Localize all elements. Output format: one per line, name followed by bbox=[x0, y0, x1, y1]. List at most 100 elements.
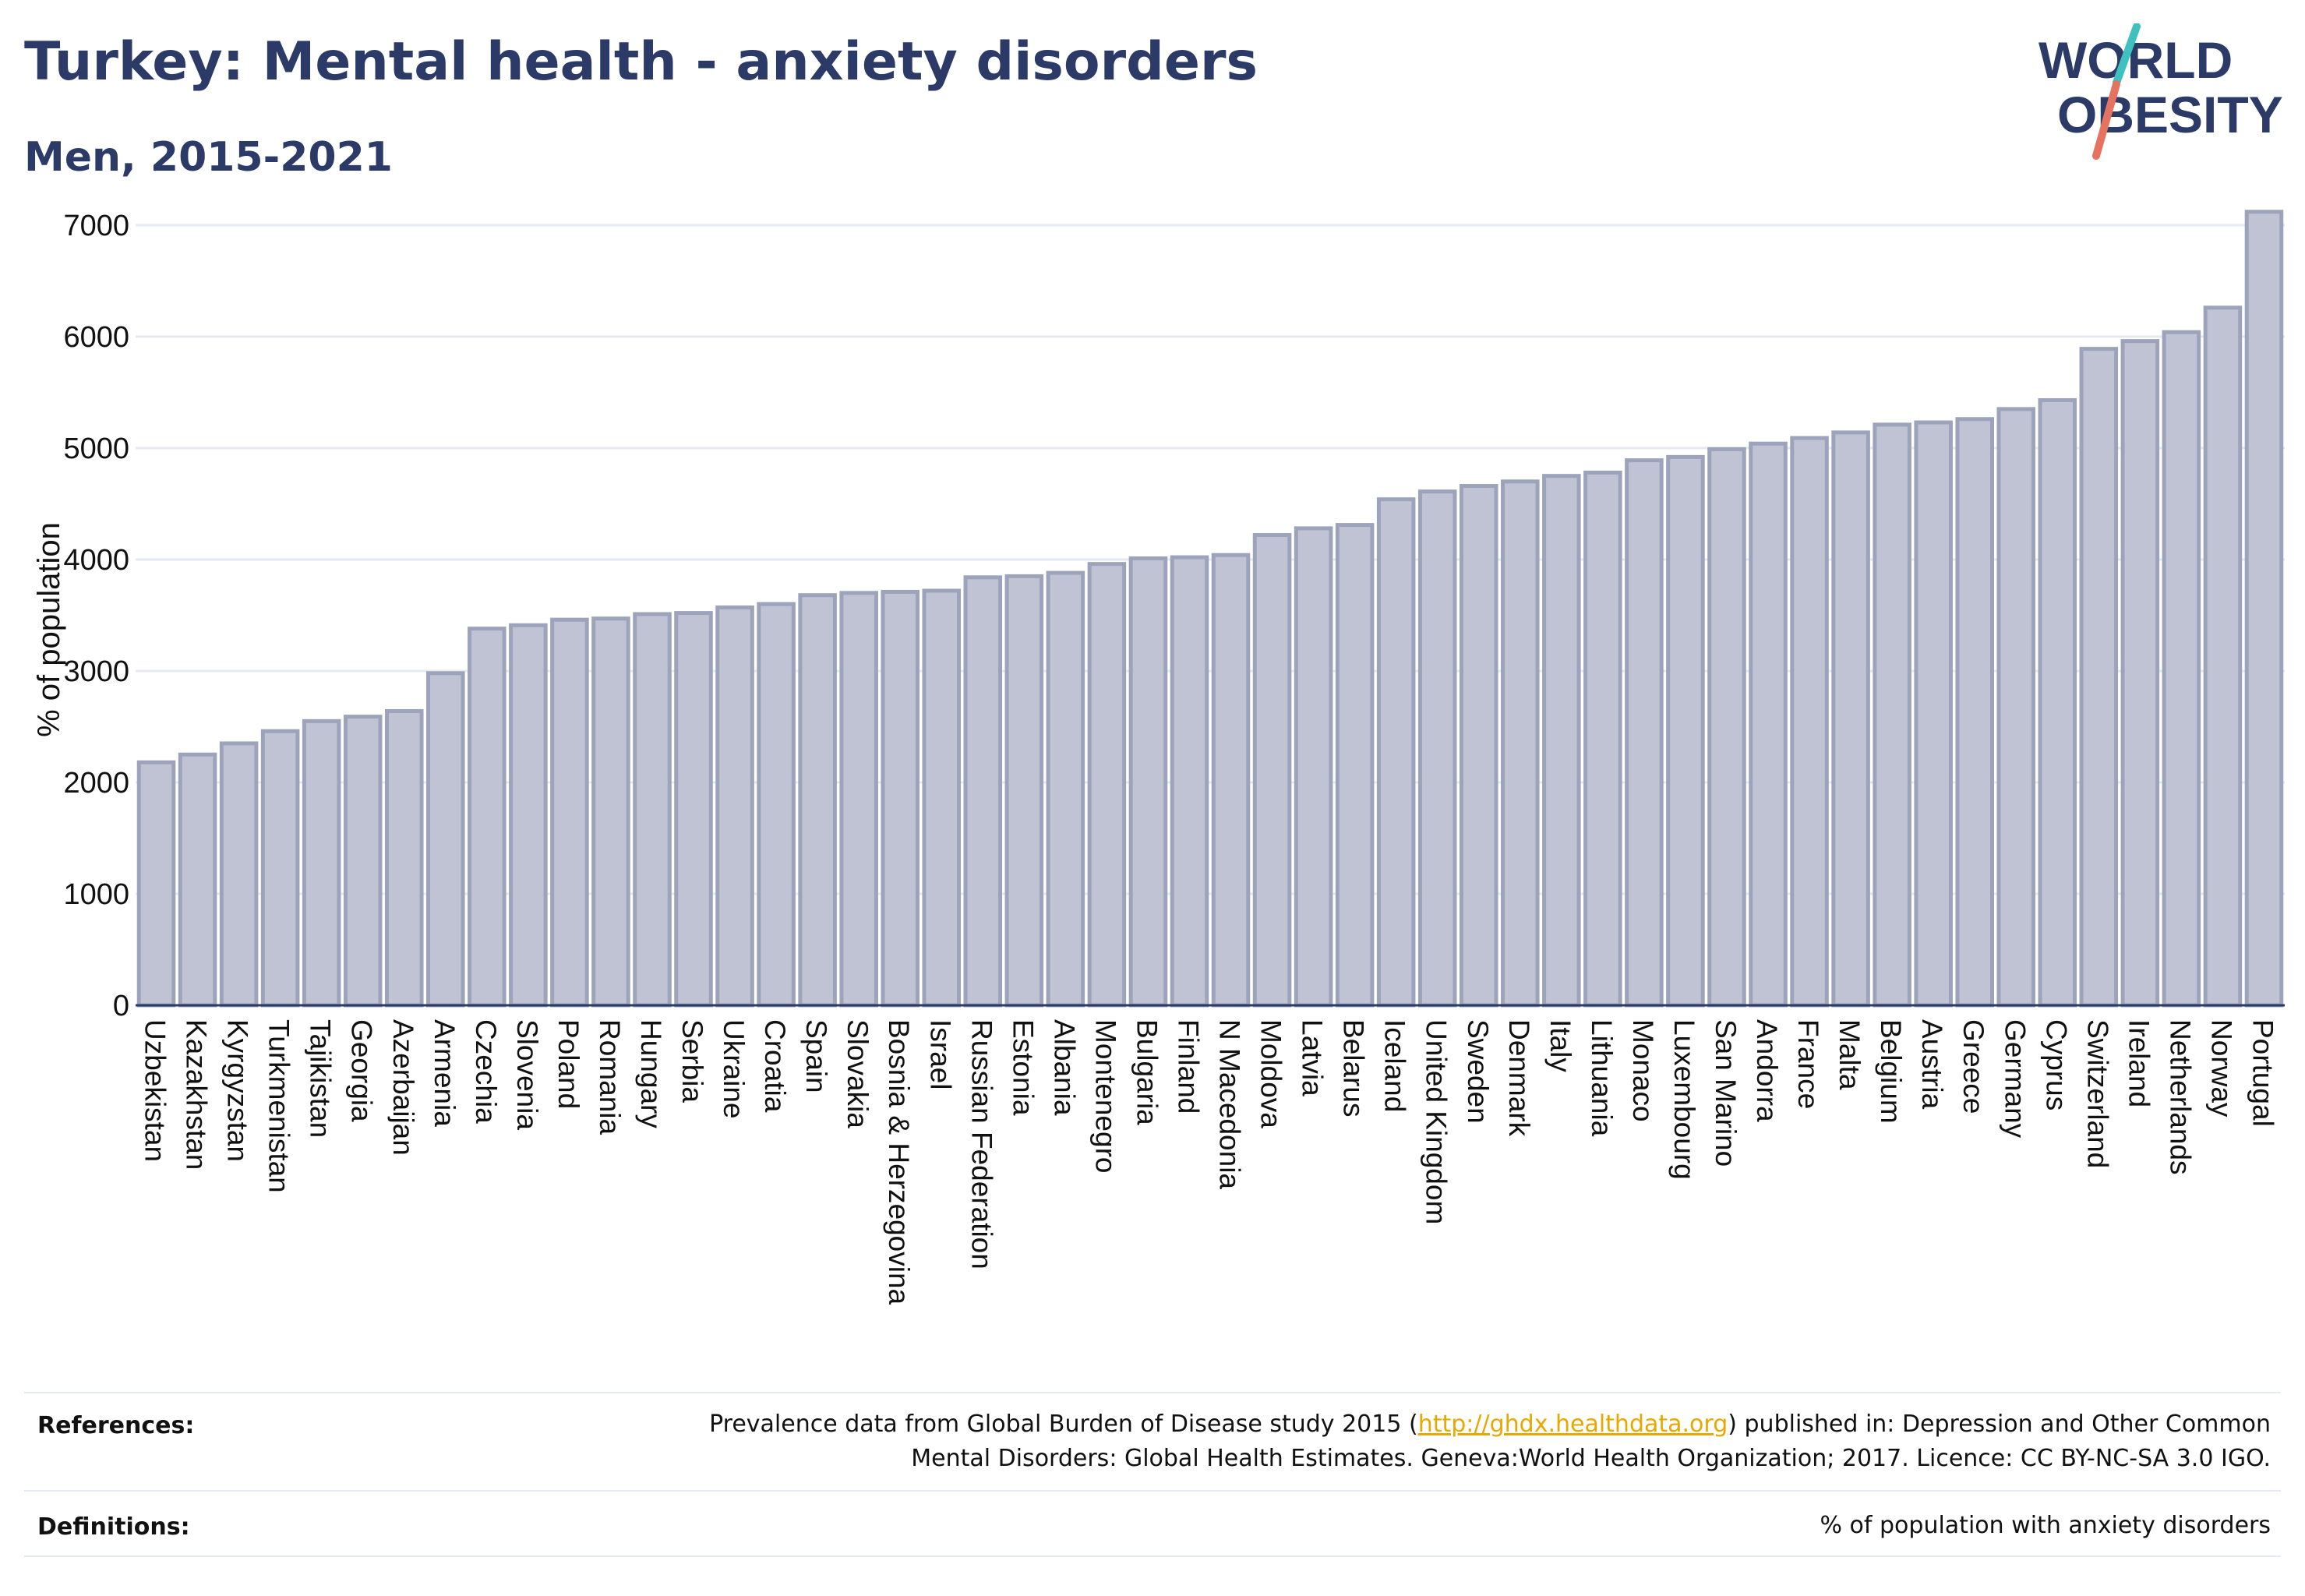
bar-kazakhstan[interactable] bbox=[178, 752, 217, 1008]
bar-spain[interactable] bbox=[798, 593, 837, 1008]
bar-bosnia-herzegovina[interactable] bbox=[881, 589, 920, 1008]
definitions-text: % of population with anxiety disorders bbox=[1820, 1512, 2271, 1539]
x-tick-label: United Kingdom bbox=[1421, 1019, 1453, 1224]
x-tick-label: Italy bbox=[1544, 1019, 1576, 1072]
logo-slash-teal bbox=[2113, 23, 2141, 87]
bar-romania[interactable] bbox=[591, 616, 630, 1008]
x-tick-label: Andorra bbox=[1751, 1019, 1783, 1122]
bar-malta[interactable] bbox=[1831, 430, 1870, 1008]
y-tick-label: 1000 bbox=[63, 878, 129, 911]
bar-united-kingdom[interactable] bbox=[1417, 489, 1457, 1008]
x-tick-label: Poland bbox=[552, 1019, 584, 1109]
bar-portugal[interactable] bbox=[2244, 210, 2284, 1008]
bar-georgia[interactable] bbox=[343, 715, 383, 1008]
x-tick-label: Montenegro bbox=[1089, 1019, 1121, 1173]
bar-ukraine[interactable] bbox=[715, 605, 754, 1008]
footer-divider-top bbox=[24, 1392, 2281, 1393]
bar-bulgaria[interactable] bbox=[1128, 556, 1168, 1008]
bar-estonia[interactable] bbox=[1004, 574, 1044, 1008]
bar-iceland[interactable] bbox=[1376, 497, 1416, 1008]
bar-italy[interactable] bbox=[1542, 474, 1581, 1008]
bars bbox=[136, 210, 2284, 1008]
bar-belarus[interactable] bbox=[1335, 523, 1375, 1008]
x-tick-label: Spain bbox=[800, 1019, 832, 1093]
y-tick-label: 0 bbox=[113, 990, 129, 1022]
bar-luxembourg[interactable] bbox=[1666, 454, 1705, 1008]
bar-serbia[interactable] bbox=[674, 611, 713, 1008]
x-axis-labels: Uzbekistan Kazakhstan Kyrgyzstan Turkmenist… bbox=[139, 1019, 2279, 1305]
bar-tajikistan[interactable] bbox=[302, 719, 341, 1008]
bar-ireland[interactable] bbox=[2120, 339, 2160, 1008]
bar-slovenia[interactable] bbox=[509, 623, 548, 1008]
bar-san-marino[interactable] bbox=[1707, 447, 1746, 1008]
x-tick-label: Monaco bbox=[1627, 1019, 1659, 1122]
x-tick-label: Norway bbox=[2205, 1019, 2237, 1118]
bar-croatia[interactable] bbox=[757, 602, 796, 1008]
footer-divider-bottom bbox=[24, 1555, 2281, 1557]
y-tick-label: 3000 bbox=[63, 655, 129, 688]
x-tick-label: Armenia bbox=[429, 1019, 461, 1127]
bar-greece[interactable] bbox=[1955, 417, 1994, 1008]
bar-armenia[interactable] bbox=[426, 671, 465, 1008]
x-tick-label: Switzerland bbox=[2081, 1019, 2113, 1168]
chart-subtitle: Men, 2015-2021 bbox=[24, 134, 393, 181]
x-tick-label: Czechia bbox=[470, 1019, 502, 1124]
bar-austria[interactable] bbox=[1914, 420, 1953, 1008]
bar-czechia[interactable] bbox=[468, 627, 507, 1008]
bar-slovakia[interactable] bbox=[839, 591, 878, 1008]
bar-azerbaijan[interactable] bbox=[384, 708, 424, 1008]
bar-switzerland[interactable] bbox=[2079, 347, 2119, 1008]
bar-turkmenistan[interactable] bbox=[260, 729, 300, 1008]
x-tick-label: Belarus bbox=[1338, 1019, 1370, 1117]
bar-moldova[interactable] bbox=[1252, 532, 1292, 1008]
bar-poland[interactable] bbox=[550, 617, 589, 1008]
x-tick-label: Moldova bbox=[1255, 1019, 1287, 1128]
bar-israel[interactable] bbox=[922, 588, 962, 1008]
x-tick-label: Denmark bbox=[1503, 1019, 1535, 1137]
bar-belgium[interactable] bbox=[1873, 422, 1911, 1008]
references-text-line2: Mental Disorders: Global Health Estimate… bbox=[911, 1445, 2271, 1472]
y-tick-label: 5000 bbox=[63, 433, 129, 465]
y-axis-label: % of population bbox=[32, 522, 66, 737]
x-tick-label: Latvia bbox=[1297, 1019, 1329, 1096]
x-tick-label: France bbox=[1792, 1019, 1824, 1109]
bar-kyrgyzstan[interactable] bbox=[219, 741, 259, 1008]
x-tick-label: Georgia bbox=[346, 1019, 378, 1122]
bar-lithuania[interactable] bbox=[1583, 470, 1622, 1008]
bar-n-macedonia[interactable] bbox=[1211, 553, 1251, 1008]
x-tick-label: Netherlands bbox=[2164, 1019, 2196, 1175]
x-tick-label: Ireland bbox=[2123, 1019, 2155, 1107]
y-tick-label: 4000 bbox=[63, 544, 129, 577]
bar-netherlands[interactable] bbox=[2162, 330, 2201, 1008]
x-tick-label: Kyrgyzstan bbox=[222, 1019, 254, 1162]
y-axis-ticks: 0 1000 2000 3000 4000 5000 6000 7000 bbox=[63, 210, 129, 1022]
x-tick-label: Portugal bbox=[2247, 1019, 2279, 1127]
bar-france[interactable] bbox=[1790, 436, 1829, 1008]
x-tick-label: Finland bbox=[1172, 1019, 1204, 1114]
x-tick-label: Israel bbox=[924, 1019, 956, 1089]
bar-denmark[interactable] bbox=[1501, 479, 1540, 1008]
x-tick-label: Uzbekistan bbox=[139, 1019, 171, 1162]
x-tick-label: Iceland bbox=[1379, 1019, 1411, 1112]
bar-russian-federation[interactable] bbox=[963, 575, 1003, 1008]
references-label: References: bbox=[37, 1412, 195, 1439]
bar-norway[interactable] bbox=[2203, 305, 2243, 1008]
bar-sweden[interactable] bbox=[1459, 484, 1498, 1008]
bar-finland[interactable] bbox=[1170, 555, 1209, 1008]
x-tick-label: Tajikistan bbox=[305, 1019, 337, 1138]
x-tick-label: Bosnia & Herzegovina bbox=[883, 1019, 915, 1305]
bar-albania[interactable] bbox=[1046, 570, 1085, 1008]
y-tick-label: 7000 bbox=[63, 210, 129, 242]
bar-uzbekistan[interactable] bbox=[136, 760, 176, 1008]
bar-monaco[interactable] bbox=[1625, 458, 1664, 1008]
bar-germany[interactable] bbox=[1996, 407, 2036, 1008]
bar-cyprus[interactable] bbox=[2038, 397, 2077, 1008]
references-link[interactable]: http://ghdx.healthdata.org bbox=[1417, 1411, 1728, 1438]
bar-hungary[interactable] bbox=[633, 612, 672, 1008]
x-tick-label: Lithuania bbox=[1586, 1019, 1618, 1137]
bar-andorra[interactable] bbox=[1749, 441, 1788, 1008]
bar-latvia[interactable] bbox=[1294, 526, 1333, 1008]
x-tick-label: Hungary bbox=[635, 1019, 667, 1128]
references-text-post: ) published in: Depression and Other Com… bbox=[1728, 1411, 2271, 1438]
bar-montenegro[interactable] bbox=[1087, 562, 1127, 1008]
